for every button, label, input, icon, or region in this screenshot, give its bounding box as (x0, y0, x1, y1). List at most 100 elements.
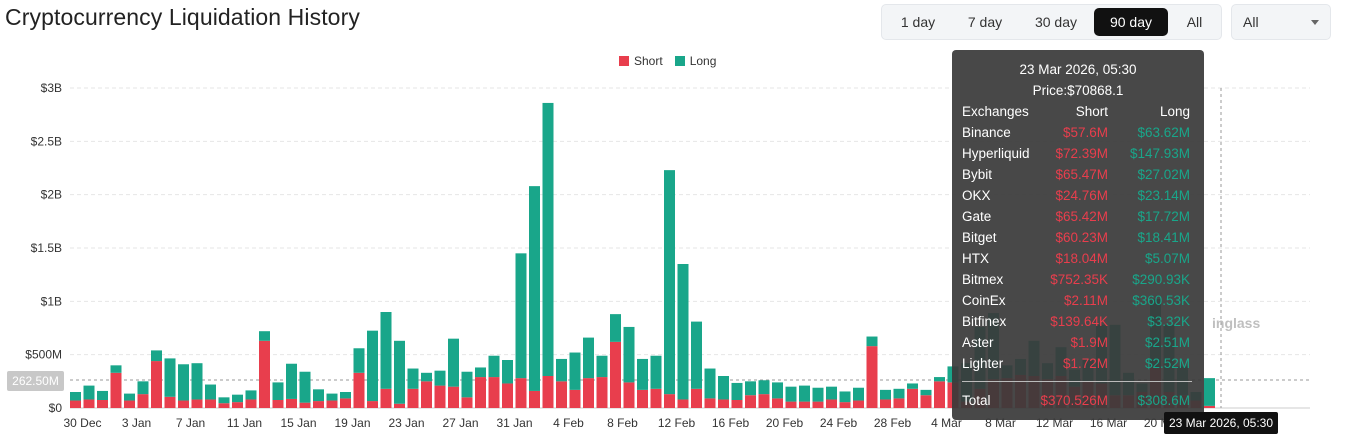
bar-long (569, 352, 581, 390)
bar-long (745, 381, 756, 396)
bar-long (245, 390, 257, 400)
bar-short (475, 377, 486, 408)
bar-short (826, 399, 837, 408)
bar-short (164, 396, 176, 408)
bar-long (272, 382, 284, 400)
bar-short (259, 340, 270, 408)
tooltip-long-value: $23.14M (1137, 188, 1190, 203)
tooltip-price: Price:$70868.1 (1032, 83, 1124, 98)
bar-short (205, 399, 216, 408)
bar-long (664, 170, 675, 395)
bar-long (299, 371, 311, 403)
tooltip-exchange: Aster (962, 335, 994, 350)
x-axis-tick-label: 15 Jan (280, 416, 316, 430)
legend-label-long: Long (689, 54, 717, 68)
bar-short (785, 401, 797, 408)
bar-long (583, 337, 594, 379)
y-axis-tick-label: $500M (25, 348, 62, 362)
range-button-7-day[interactable]: 7 day (967, 14, 1003, 30)
bar-long (556, 358, 567, 382)
x-axis-tick-label: 20 Feb (766, 416, 804, 430)
bar-short (569, 389, 581, 408)
bar-long (83, 385, 95, 400)
bar-short (623, 382, 635, 408)
exchange-filter-value: All (1243, 14, 1259, 30)
tooltip-short-value: $65.42M (1055, 209, 1108, 224)
tooltip-long-value: $147.93M (1129, 146, 1190, 161)
bar-long (475, 367, 486, 378)
range-button-90-day[interactable]: 90 day (1094, 8, 1168, 36)
bar-long (380, 312, 392, 389)
legend-item-short[interactable]: Short (619, 54, 663, 68)
legend-item-long[interactable]: Long (674, 54, 717, 68)
bar-long (704, 368, 716, 399)
bar-short (299, 402, 311, 408)
exchange-filter-dropdown[interactable]: All (1231, 4, 1331, 40)
x-axis-tick-label: 31 Jan (496, 416, 532, 430)
range-button-all[interactable]: All (1186, 14, 1203, 30)
bar-long (758, 380, 770, 395)
range-button-1-day[interactable]: 1 day (900, 14, 936, 30)
bar-short (893, 398, 905, 408)
bar-short (83, 399, 95, 408)
tooltip-short-value: $24.76M (1055, 188, 1108, 203)
bar-long (286, 363, 297, 399)
bar-long (488, 355, 500, 378)
bar-long (826, 386, 837, 400)
bar-short (745, 395, 756, 408)
y-axis-tick-label: $0 (49, 401, 63, 415)
bar-short (596, 377, 608, 408)
bar-long (596, 355, 608, 378)
tooltip-header-long: Long (1159, 104, 1190, 119)
bar-long (448, 338, 459, 387)
tooltip-short-value: $57.6M (1062, 125, 1108, 140)
tooltip-exchange: Binance (962, 125, 1011, 140)
bar-short (731, 400, 743, 408)
x-axis-tick-label: 24 Feb (820, 416, 858, 430)
bar-long (205, 384, 216, 400)
bar-short (691, 388, 702, 408)
bar-long (542, 102, 554, 376)
bar-long (799, 385, 810, 402)
bar-long (434, 370, 446, 386)
bar-short (799, 401, 810, 408)
bar-short (461, 397, 473, 408)
x-axis-tick-label: 3 Jan (122, 416, 151, 430)
x-axis-tick-label: 11 Jan (227, 416, 262, 430)
bar-long (326, 393, 338, 401)
chevron-down-icon (1311, 20, 1319, 25)
tooltip-long-value: $17.72M (1137, 209, 1190, 224)
x-axis-tick-label: 16 Feb (712, 416, 750, 430)
bar-short (853, 400, 864, 408)
bar-short (610, 341, 621, 408)
tooltip-short-value: $1.72M (1062, 356, 1108, 371)
bar-long (515, 253, 527, 379)
tooltip-short-value: $139.64K (1050, 314, 1108, 329)
tooltip-row: Binance $57.6M $63.62M (962, 125, 1190, 143)
x-axis-tick-label: 30 Dec (63, 416, 101, 430)
bar-long (151, 350, 162, 362)
bar-long (394, 340, 405, 404)
tooltip-long-value: $18.41M (1137, 230, 1190, 245)
bar-short (353, 372, 365, 408)
tooltip-total-long: $308.6M (1137, 393, 1190, 408)
tooltip-row: Aster $1.9M $2.51M (962, 335, 1190, 353)
bar-long (461, 371, 473, 398)
y-axis-tick-label: $3B (41, 81, 62, 95)
tooltip-row: HTX $18.04M $5.07M (962, 251, 1190, 269)
bar-long (731, 382, 743, 400)
bar-long (124, 393, 135, 401)
bar-long (650, 355, 662, 389)
bar-long (502, 360, 513, 384)
bar-short (151, 361, 162, 408)
range-button-30-day[interactable]: 30 day (1034, 14, 1078, 30)
bar-long (232, 394, 243, 403)
tooltip-total-short: $370.526M (1040, 393, 1108, 408)
bar-long (191, 363, 203, 400)
tooltip-row: Bitget $60.23M $18.41M (962, 230, 1190, 248)
bar-long (934, 377, 945, 382)
bar-short (529, 390, 540, 408)
bar-long (853, 387, 864, 401)
tooltip-exchange: OKX (962, 188, 991, 203)
